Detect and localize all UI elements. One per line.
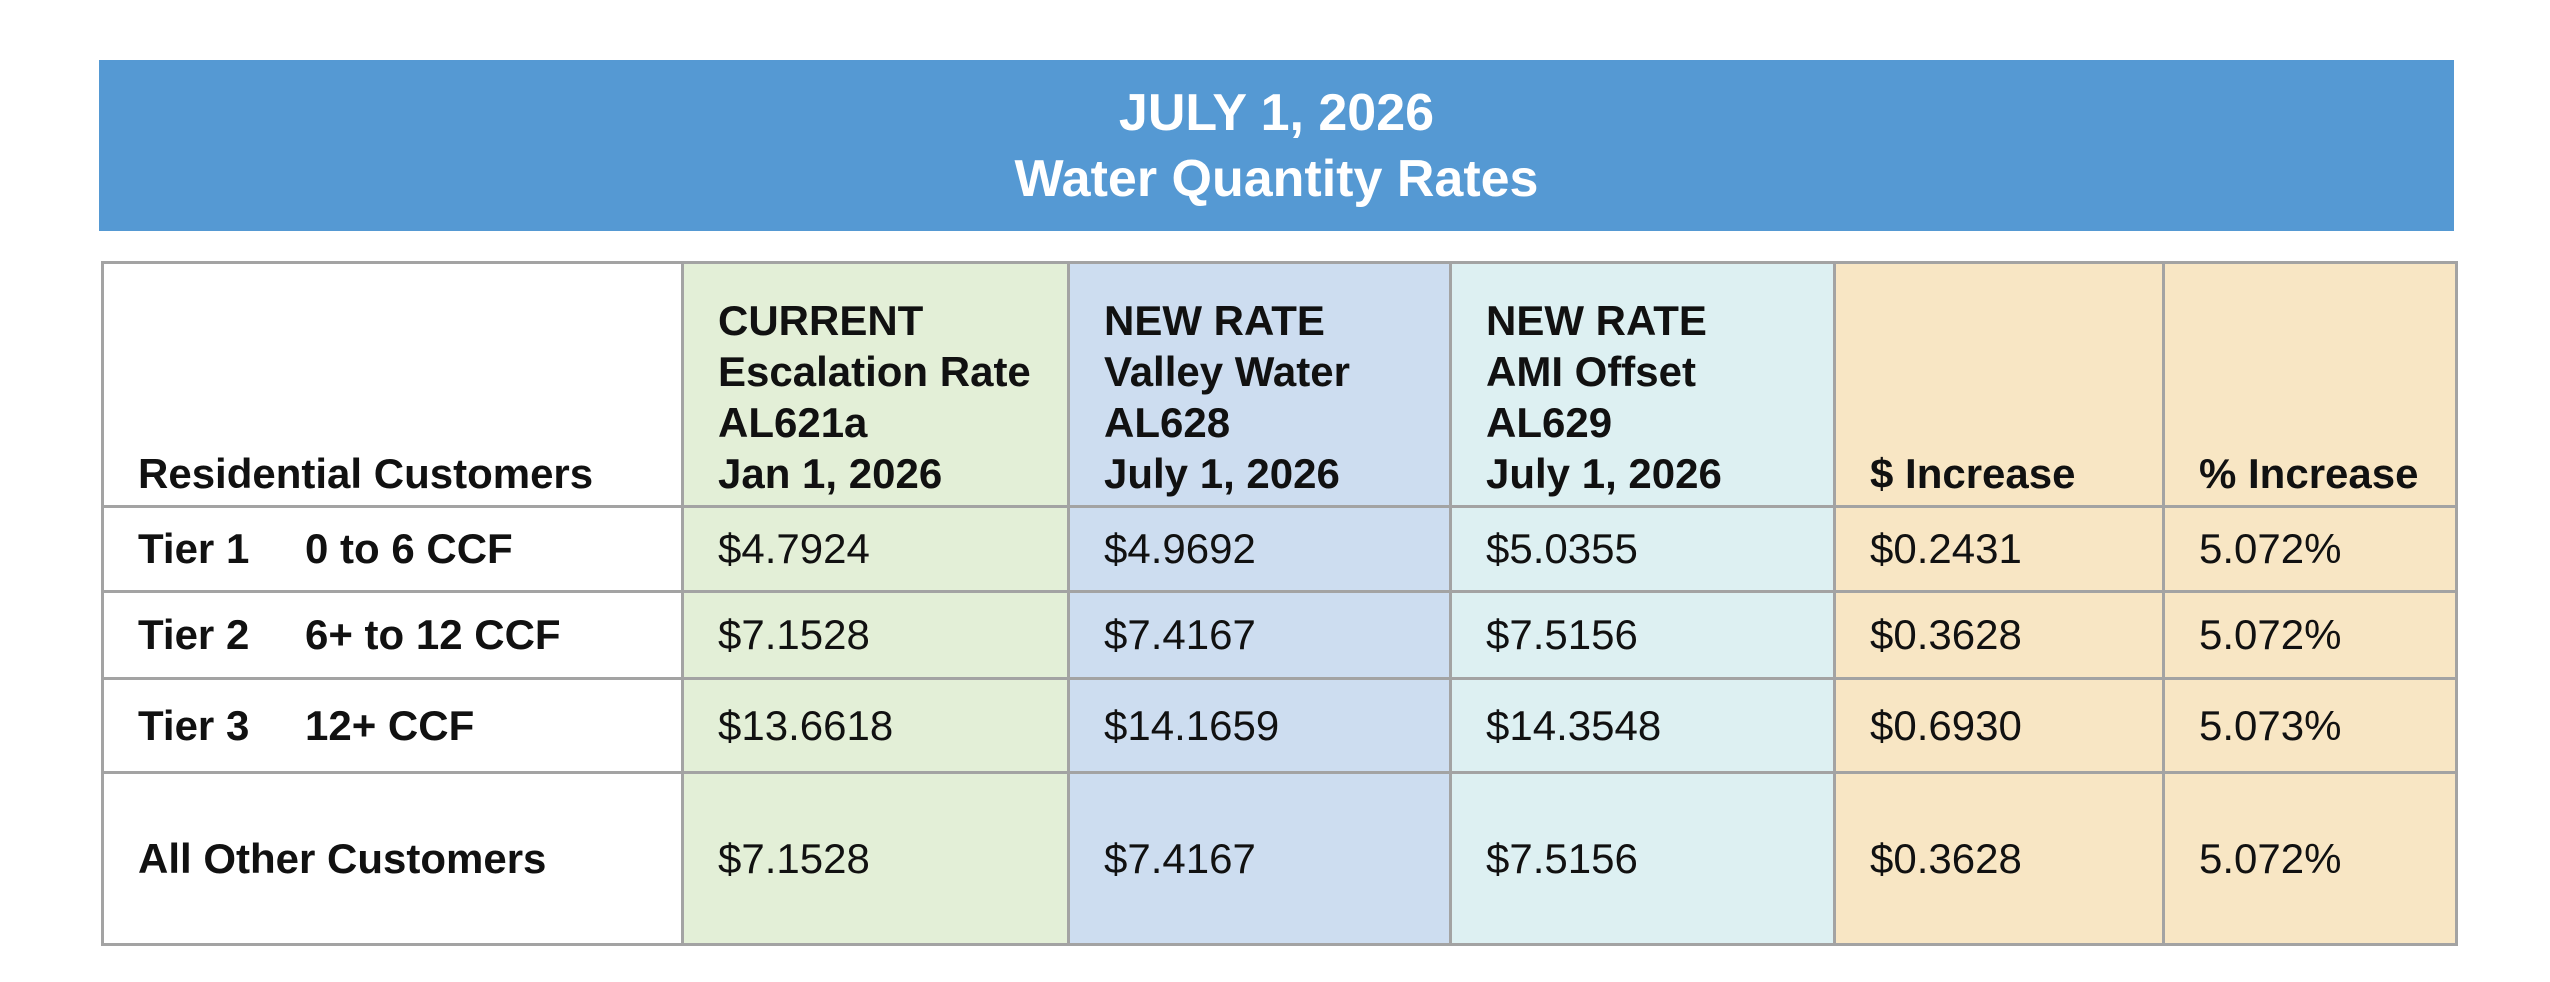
cell-percent-increase: 5.072%	[2162, 505, 2458, 593]
header-ami-line: AL629	[1486, 399, 1613, 446]
header-percent-increase: % Increase	[2162, 261, 2458, 508]
header-residential-customers: Residential Customers	[101, 261, 684, 508]
cell-percent-increase: 5.072%	[2162, 590, 2458, 680]
cell-percent-increase: 5.073%	[2162, 677, 2458, 774]
header-current-line: AL621a	[718, 399, 868, 446]
header-valley-water-rate: NEW RATE Valley Water AL628 July 1, 2026	[1067, 261, 1452, 508]
cell-dollar-increase: $0.2431	[1833, 505, 2165, 593]
header-current-line: Jan 1, 2026	[718, 450, 943, 497]
table-header-row: Residential Customers CURRENT Escalation…	[101, 261, 2458, 508]
cell-valley-water-rate: $4.9692	[1067, 505, 1452, 593]
cell-current-rate: $7.1528	[681, 771, 1070, 946]
cell-dollar-increase: $0.3628	[1833, 771, 2165, 946]
header-ami-line: July 1, 2026	[1486, 450, 1722, 497]
table-row-all-other-customers: All Other Customers $7.1528 $7.4167 $7.5…	[101, 771, 2458, 946]
table-row: Tier 3 12+ CCF $13.6618 $14.1659 $14.3548…	[101, 677, 2458, 774]
rates-table: Residential Customers CURRENT Escalation…	[101, 261, 2458, 946]
tier-name: Tier 3	[138, 701, 250, 749]
row-label-all-other-customers: All Other Customers	[101, 771, 684, 946]
table-row: Tier 2 6+ to 12 CCF $7.1528 $7.4167 $7.51…	[101, 590, 2458, 680]
header-current-line: Escalation Rate	[718, 348, 1031, 395]
header-current-line: CURRENT	[718, 297, 924, 344]
title-banner: JULY 1, 2026 Water Quantity Rates	[99, 60, 2454, 231]
cell-ami-offset-rate: $7.5156	[1449, 771, 1836, 946]
cell-ami-offset-rate: $5.0355	[1449, 505, 1836, 593]
tier-range: 6+ to 12 CCF	[305, 611, 561, 658]
cell-valley-water-rate: $7.4167	[1067, 590, 1452, 680]
row-label: Tier 2 6+ to 12 CCF	[101, 590, 684, 680]
header-ami-line: AMI Offset	[1486, 348, 1696, 395]
header-valley-line: NEW RATE	[1104, 297, 1325, 344]
cell-percent-increase: 5.072%	[2162, 771, 2458, 946]
header-ami-line: NEW RATE	[1486, 297, 1707, 344]
row-label: Tier 1 0 to 6 CCF	[101, 505, 684, 593]
banner-date: JULY 1, 2026	[1118, 83, 1435, 142]
tier-name: Tier 2	[138, 611, 250, 658]
cell-valley-water-rate: $7.4167	[1067, 771, 1452, 946]
header-valley-line: AL628	[1104, 399, 1231, 446]
cell-dollar-increase: $0.3628	[1833, 590, 2165, 680]
cell-current-rate: $13.6618	[681, 677, 1070, 774]
header-valley-line: July 1, 2026	[1104, 450, 1340, 497]
header-dollar-increase: $ Increase	[1833, 261, 2165, 508]
tier-name: Tier 1	[138, 525, 250, 572]
header-valley-line: Valley Water	[1104, 348, 1350, 395]
cell-valley-water-rate: $14.1659	[1067, 677, 1452, 774]
tier-range: 0 to 6 CCF	[305, 525, 513, 572]
cell-current-rate: $4.7924	[681, 505, 1070, 593]
cell-current-rate: $7.1528	[681, 590, 1070, 680]
cell-ami-offset-rate: $7.5156	[1449, 590, 1836, 680]
header-current-rate: CURRENT Escalation Rate AL621a Jan 1, 20…	[681, 261, 1070, 508]
tier-range: 12+ CCF	[305, 701, 475, 749]
banner-title: Water Quantity Rates	[1014, 149, 1539, 208]
row-label: Tier 3 12+ CCF	[101, 677, 684, 774]
table-row: Tier 1 0 to 6 CCF $4.7924 $4.9692 $5.0355…	[101, 505, 2458, 593]
cell-dollar-increase: $0.6930	[1833, 677, 2165, 774]
cell-ami-offset-rate: $14.3548	[1449, 677, 1836, 774]
header-ami-offset-rate: NEW RATE AMI Offset AL629 July 1, 2026	[1449, 261, 1836, 508]
